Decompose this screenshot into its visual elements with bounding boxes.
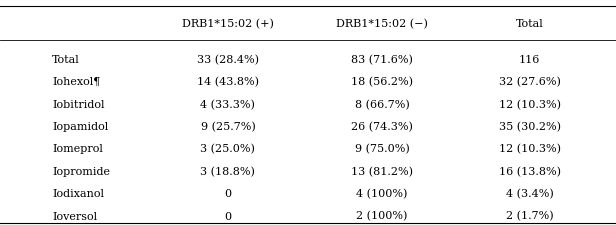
Text: Ioversol: Ioversol: [52, 211, 97, 220]
Text: 0: 0: [224, 188, 232, 198]
Text: DRB1*15:02 (+): DRB1*15:02 (+): [182, 18, 274, 29]
Text: 2 (100%): 2 (100%): [356, 210, 408, 221]
Text: Iobitridol: Iobitridol: [52, 99, 105, 109]
Text: Iohexol¶: Iohexol¶: [52, 77, 101, 87]
Text: 8 (66.7%): 8 (66.7%): [355, 99, 409, 109]
Text: Iomeprol: Iomeprol: [52, 144, 103, 154]
Text: 4 (100%): 4 (100%): [356, 188, 408, 198]
Text: 18 (56.2%): 18 (56.2%): [351, 77, 413, 87]
Text: 14 (43.8%): 14 (43.8%): [197, 77, 259, 87]
Text: Iopromide: Iopromide: [52, 166, 110, 176]
Text: 12 (10.3%): 12 (10.3%): [499, 144, 561, 154]
Text: 3 (25.0%): 3 (25.0%): [200, 144, 256, 154]
Text: 32 (27.6%): 32 (27.6%): [499, 77, 561, 87]
Text: 3 (18.8%): 3 (18.8%): [200, 166, 256, 176]
Text: 35 (30.2%): 35 (30.2%): [499, 121, 561, 132]
Text: 83 (71.6%): 83 (71.6%): [351, 54, 413, 65]
Text: 2 (1.7%): 2 (1.7%): [506, 210, 554, 221]
Text: 13 (81.2%): 13 (81.2%): [351, 166, 413, 176]
Text: 4 (33.3%): 4 (33.3%): [200, 99, 256, 109]
Text: DRB1*15:02 (−): DRB1*15:02 (−): [336, 18, 428, 29]
Text: Total: Total: [516, 19, 544, 29]
Text: 0: 0: [224, 211, 232, 220]
Text: 9 (75.0%): 9 (75.0%): [355, 144, 409, 154]
Text: 116: 116: [519, 55, 540, 65]
Text: Total: Total: [52, 55, 80, 65]
Text: 26 (74.3%): 26 (74.3%): [351, 121, 413, 132]
Text: 4 (3.4%): 4 (3.4%): [506, 188, 554, 198]
Text: Iopamidol: Iopamidol: [52, 122, 108, 131]
Text: 12 (10.3%): 12 (10.3%): [499, 99, 561, 109]
Text: 16 (13.8%): 16 (13.8%): [499, 166, 561, 176]
Text: Iodixanol: Iodixanol: [52, 188, 104, 198]
Text: 33 (28.4%): 33 (28.4%): [197, 54, 259, 65]
Text: 9 (25.7%): 9 (25.7%): [201, 121, 255, 132]
